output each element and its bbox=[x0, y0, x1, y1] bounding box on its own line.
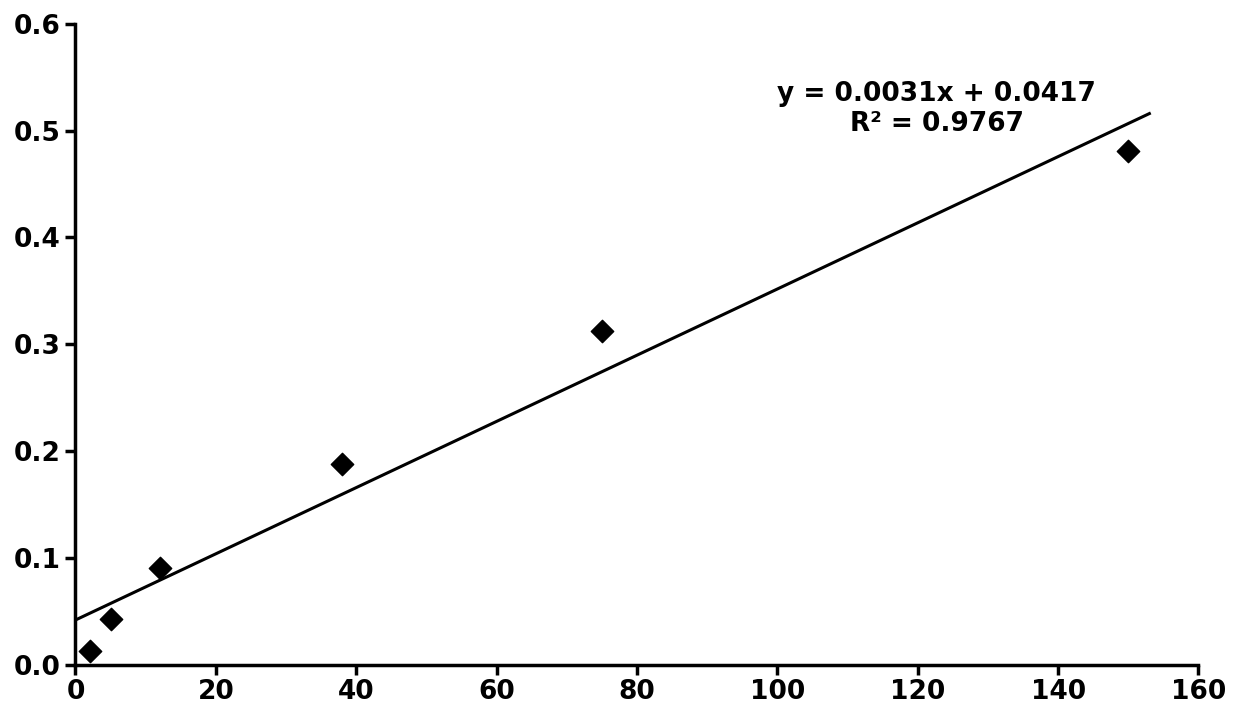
Text: y = 0.0031x + 0.0417
R² = 0.9767: y = 0.0031x + 0.0417 R² = 0.9767 bbox=[777, 81, 1096, 137]
Point bbox=[79, 645, 99, 656]
Point bbox=[150, 563, 170, 574]
Point bbox=[332, 458, 352, 470]
Point bbox=[1118, 145, 1138, 157]
Point bbox=[100, 613, 120, 624]
Point bbox=[591, 326, 611, 337]
